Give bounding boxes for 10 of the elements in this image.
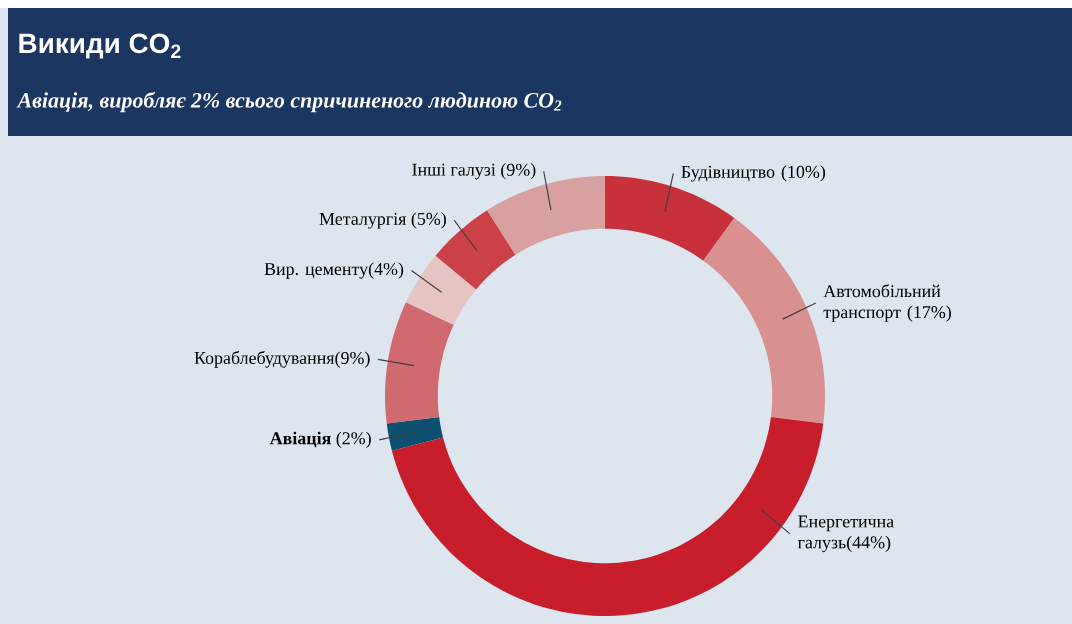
slice-label: Енергетична галузь(44%) — [797, 515, 894, 553]
slice-label: Металургія (5%) — [319, 212, 446, 229]
slice-label: Авіація (2%) — [269, 431, 371, 448]
slice-label: Інші галузі (9%) — [412, 163, 536, 180]
chart-title: Викиди CO$_{2}$ — [19, 33, 181, 59]
slice-label: Будівництво (10%) — [681, 165, 826, 182]
slice-label: Кораблебудування(9%) — [194, 351, 370, 368]
slice-label: Автомобільний транспорт (17%) — [823, 284, 951, 322]
chart-subtitle: Авіація, виробляє 2% всього спричиненого людиною CO$_{2}$ — [16, 91, 562, 113]
slice-label: Вир. цементу(4%) — [264, 262, 404, 279]
